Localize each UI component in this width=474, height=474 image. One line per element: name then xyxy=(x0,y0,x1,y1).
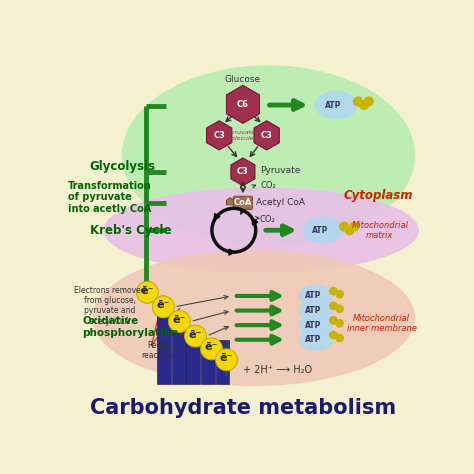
Polygon shape xyxy=(227,198,234,205)
Text: ATP: ATP xyxy=(305,292,321,301)
Ellipse shape xyxy=(299,300,333,321)
Circle shape xyxy=(330,302,337,310)
Text: ē⁻: ē⁻ xyxy=(220,353,233,364)
Circle shape xyxy=(336,334,343,342)
Polygon shape xyxy=(231,158,255,186)
Circle shape xyxy=(184,325,206,347)
Text: Electrons removed
from glucose,
pyruvate and
acetyl CoA: Electrons removed from glucose, pyruvate… xyxy=(74,286,146,326)
FancyBboxPatch shape xyxy=(233,196,253,210)
Ellipse shape xyxy=(303,218,343,243)
Circle shape xyxy=(201,338,222,360)
Text: ATP: ATP xyxy=(305,306,321,315)
Text: CoA: CoA xyxy=(234,199,252,207)
Text: C3: C3 xyxy=(213,131,225,140)
Circle shape xyxy=(153,296,174,318)
Bar xyxy=(157,303,171,383)
Text: Glucose: Glucose xyxy=(225,75,261,84)
Text: Pyruvate: Pyruvate xyxy=(260,166,301,175)
Circle shape xyxy=(137,282,158,303)
Text: Glycolysis: Glycolysis xyxy=(90,160,155,173)
Text: + 2H⁺ ⟶ H₂O: + 2H⁺ ⟶ H₂O xyxy=(243,365,312,374)
Ellipse shape xyxy=(104,188,418,272)
Text: Carbohydrate metabolism: Carbohydrate metabolism xyxy=(90,398,396,418)
Circle shape xyxy=(330,317,337,324)
Circle shape xyxy=(336,305,343,312)
Bar xyxy=(201,353,215,383)
Text: ATP: ATP xyxy=(305,335,321,344)
Bar xyxy=(186,336,200,383)
Circle shape xyxy=(330,331,337,338)
Ellipse shape xyxy=(299,285,333,307)
Text: Redox
reactions: Redox reactions xyxy=(141,341,177,360)
Text: C3: C3 xyxy=(237,167,249,176)
Bar xyxy=(216,340,229,383)
Circle shape xyxy=(330,288,337,295)
Text: ē⁻: ē⁻ xyxy=(189,329,202,340)
Text: Acetyl CoA: Acetyl CoA xyxy=(255,199,305,207)
Ellipse shape xyxy=(122,66,414,245)
Text: Oxidative
phosphorylation: Oxidative phosphorylation xyxy=(82,316,179,338)
Circle shape xyxy=(340,222,348,231)
Text: CO₂: CO₂ xyxy=(260,181,276,190)
Ellipse shape xyxy=(299,329,333,351)
Text: ē⁻: ē⁻ xyxy=(173,315,186,325)
Text: ATP: ATP xyxy=(312,226,328,235)
Circle shape xyxy=(216,349,237,371)
Circle shape xyxy=(360,100,368,109)
Circle shape xyxy=(168,310,191,332)
Circle shape xyxy=(336,319,343,327)
Text: Cytoplasm: Cytoplasm xyxy=(343,189,413,202)
Polygon shape xyxy=(207,121,232,150)
Text: Kreb's Cycle: Kreb's Cycle xyxy=(90,224,171,237)
Bar xyxy=(172,319,186,383)
Circle shape xyxy=(365,97,373,106)
Text: Transformation
of pyruvate
into acetly CoA: Transformation of pyruvate into acetly C… xyxy=(68,181,152,214)
Circle shape xyxy=(354,97,362,106)
Ellipse shape xyxy=(93,250,414,385)
Circle shape xyxy=(345,226,354,235)
Text: C6: C6 xyxy=(237,100,249,109)
Text: Pyruvate
molecules: Pyruvate molecules xyxy=(226,130,258,141)
Text: ē⁻: ē⁻ xyxy=(157,301,170,310)
Text: Mitochondrial
matrix: Mitochondrial matrix xyxy=(351,220,408,240)
Text: C3: C3 xyxy=(261,131,273,140)
Text: ē⁻: ē⁻ xyxy=(141,286,154,296)
Ellipse shape xyxy=(299,314,333,336)
Text: ATP: ATP xyxy=(305,320,321,329)
Polygon shape xyxy=(227,85,259,123)
Text: ATP: ATP xyxy=(325,100,341,109)
Text: CO₂: CO₂ xyxy=(259,215,275,224)
Polygon shape xyxy=(254,121,279,150)
Text: ē⁻: ē⁻ xyxy=(205,342,218,352)
Circle shape xyxy=(350,222,359,231)
Circle shape xyxy=(336,291,343,298)
Text: Mitochondrial
inner membrane: Mitochondrial inner membrane xyxy=(346,314,417,333)
Ellipse shape xyxy=(315,91,357,119)
